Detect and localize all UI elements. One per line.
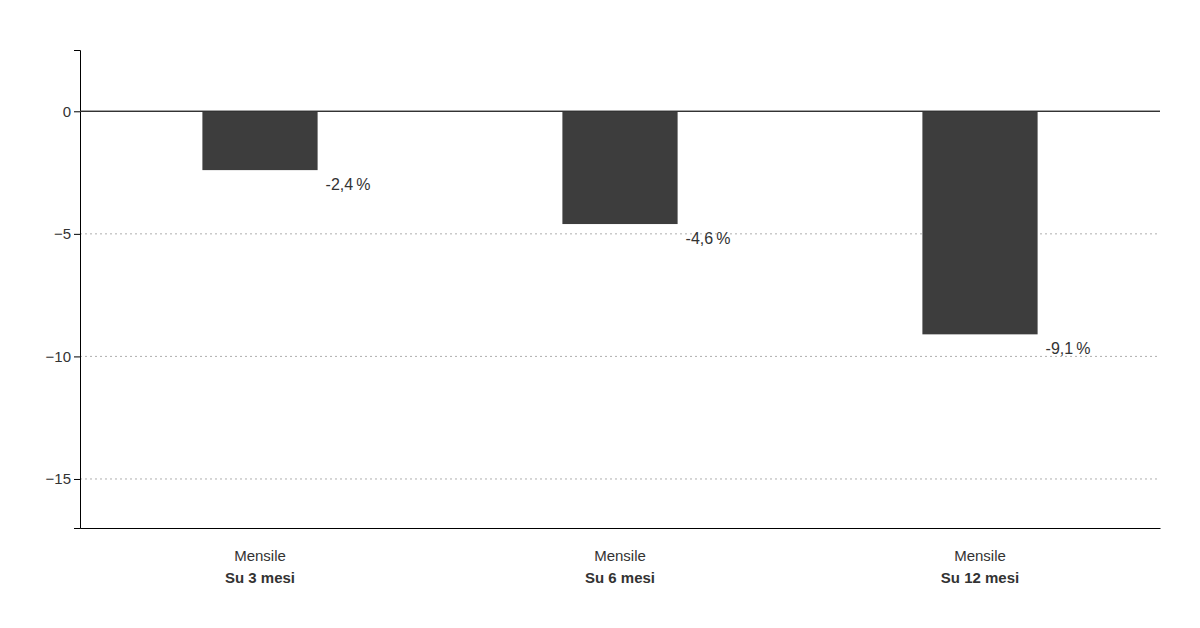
y-tick: 0 xyxy=(63,103,80,120)
x-tick-label: Su 3 mesi xyxy=(225,569,295,586)
grid-line xyxy=(80,356,1160,357)
x-axis-line xyxy=(81,528,1161,529)
data-label: -2,4 % xyxy=(326,176,371,193)
y-axis-line xyxy=(74,51,81,529)
zero-line xyxy=(80,111,1160,112)
bar xyxy=(562,111,677,224)
data-label: -4,6 % xyxy=(686,230,731,247)
x-tick: Mensile Su 3 mesi xyxy=(225,547,295,586)
x-tick-label: Su 6 mesi xyxy=(585,569,655,586)
x-tick-label: Mensile xyxy=(234,547,286,564)
y-tick-mark xyxy=(74,234,80,235)
grid xyxy=(80,111,1160,479)
y-tick-label: −15 xyxy=(46,470,71,487)
x-tick-label: Mensile xyxy=(594,547,646,564)
x-axis: Mensile Su 3 mesi Mensile Su 6 mesi Mensile S… xyxy=(81,529,1161,586)
plot: 0 −5 −10 −15 Mensile Su 3 mesi Mensile Su 6 mes… xyxy=(46,51,1161,586)
y-tick-mark xyxy=(74,111,80,112)
data-labels: -2,4 % -4,6 % -9,1 % xyxy=(326,176,1091,357)
bars xyxy=(202,111,1037,334)
bar xyxy=(922,111,1037,334)
y-axis: 0 −5 −10 −15 xyxy=(46,51,81,529)
x-tick: Mensile Su 12 mesi xyxy=(941,547,1019,586)
bar xyxy=(202,111,317,170)
y-tick: −10 xyxy=(46,348,80,365)
x-tick: Mensile Su 6 mesi xyxy=(585,547,655,586)
y-tick-mark xyxy=(74,479,80,480)
y-tick-mark xyxy=(74,356,80,357)
x-tick-label: Su 12 mesi xyxy=(941,569,1019,586)
y-tick-label: 0 xyxy=(63,103,71,120)
y-tick-label: −5 xyxy=(54,225,71,242)
x-tick-label: Mensile xyxy=(954,547,1006,564)
y-tick: −5 xyxy=(54,225,80,242)
y-tick-label: −10 xyxy=(46,348,71,365)
zero-line xyxy=(80,111,1160,112)
grid-line xyxy=(80,478,1160,479)
y-tick: −15 xyxy=(46,470,80,487)
chart: 0 −5 −10 −15 Mensile Su 3 mesi Mensile Su 6 mes… xyxy=(0,0,1200,628)
data-label: -9,1 % xyxy=(1046,340,1091,357)
